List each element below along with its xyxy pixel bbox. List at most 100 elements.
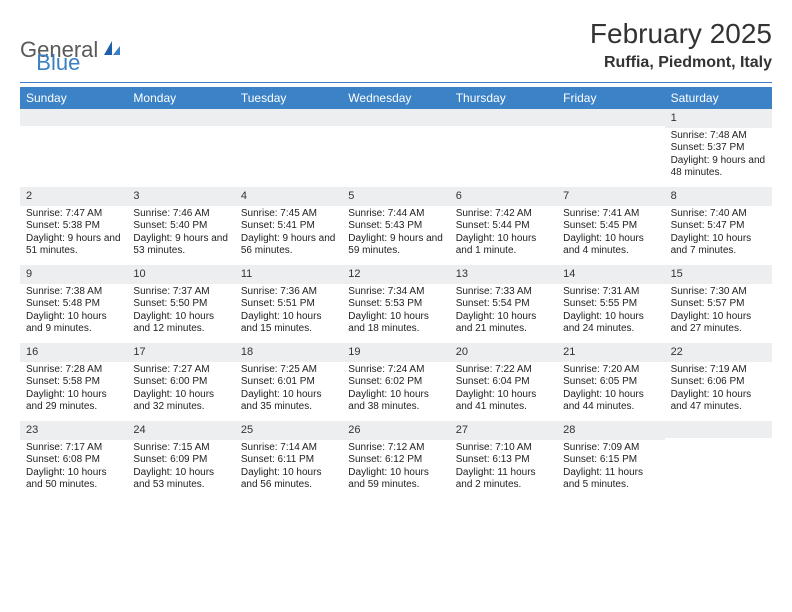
day-header: Friday xyxy=(557,87,664,109)
cell-date-row xyxy=(450,109,557,126)
daylight-line: Daylight: 10 hours and 24 minutes. xyxy=(563,311,658,336)
daylight-line: Daylight: 9 hours and 53 minutes. xyxy=(133,233,228,258)
sunset-line: Sunset: 6:01 PM xyxy=(241,376,336,389)
day-header: Thursday xyxy=(450,87,557,109)
daylight-line: Daylight: 10 hours and 21 minutes. xyxy=(456,311,551,336)
cell-date: 26 xyxy=(348,424,360,436)
sunset-line: Sunset: 6:00 PM xyxy=(133,376,228,389)
calendar-cell: 10Sunrise: 7:37 AMSunset: 5:50 PMDayligh… xyxy=(127,265,234,343)
sunset-line: Sunset: 6:08 PM xyxy=(26,454,121,467)
daylight-line: Daylight: 10 hours and 18 minutes. xyxy=(348,311,443,336)
cell-date-row: 7 xyxy=(557,187,664,206)
daylight-line: Daylight: 10 hours and 1 minute. xyxy=(456,233,551,258)
cell-body: Sunrise: 7:41 AMSunset: 5:45 PMDaylight:… xyxy=(557,206,664,262)
calendar-cell: 9Sunrise: 7:38 AMSunset: 5:48 PMDaylight… xyxy=(20,265,127,343)
sunset-line: Sunset: 5:57 PM xyxy=(671,298,766,311)
cell-date-row: 15 xyxy=(665,265,772,284)
cell-body: Sunrise: 7:24 AMSunset: 6:02 PMDaylight:… xyxy=(342,362,449,418)
cell-body: Sunrise: 7:14 AMSunset: 6:11 PMDaylight:… xyxy=(235,440,342,496)
calendar-cell: 8Sunrise: 7:40 AMSunset: 5:47 PMDaylight… xyxy=(665,187,772,265)
sunrise-line: Sunrise: 7:45 AM xyxy=(241,208,336,221)
calendar-cell: 19Sunrise: 7:24 AMSunset: 6:02 PMDayligh… xyxy=(342,343,449,421)
cell-body: Sunrise: 7:33 AMSunset: 5:54 PMDaylight:… xyxy=(450,284,557,340)
cell-body: Sunrise: 7:31 AMSunset: 5:55 PMDaylight:… xyxy=(557,284,664,340)
calendar-cell: 21Sunrise: 7:20 AMSunset: 6:05 PMDayligh… xyxy=(557,343,664,421)
cell-date-row xyxy=(127,109,234,126)
day-header: Tuesday xyxy=(235,87,342,109)
sunrise-line: Sunrise: 7:31 AM xyxy=(563,286,658,299)
sunset-line: Sunset: 6:09 PM xyxy=(133,454,228,467)
sunrise-line: Sunrise: 7:30 AM xyxy=(671,286,766,299)
cell-body: Sunrise: 7:12 AMSunset: 6:12 PMDaylight:… xyxy=(342,440,449,496)
cell-date: 9 xyxy=(26,268,32,280)
header: General Blue February 2025 Ruffia, Piedm… xyxy=(20,18,772,76)
cell-date: 11 xyxy=(241,268,252,280)
calendar-cell: 6 Sunrise: 7:42 AMSunset: 5:44 PMDaylight… xyxy=(450,187,557,265)
sunset-line: Sunset: 5:58 PM xyxy=(26,376,121,389)
sunset-line: Sunset: 5:38 PM xyxy=(26,220,121,233)
sunrise-line: Sunrise: 7:10 AM xyxy=(456,442,551,455)
sunset-line: Sunset: 5:45 PM xyxy=(563,220,658,233)
title-block: February 2025 Ruffia, Piedmont, Italy xyxy=(590,18,772,72)
calendar-cell: 28Sunrise: 7:09 AMSunset: 6:15 PMDayligh… xyxy=(557,421,664,499)
calendar-cell xyxy=(557,109,664,187)
cell-date-row xyxy=(557,109,664,126)
sunrise-line: Sunrise: 7:27 AM xyxy=(133,364,228,377)
daylight-line: Daylight: 9 hours and 48 minutes. xyxy=(671,155,766,180)
cell-date-row: 1 xyxy=(665,109,772,128)
cell-date: 24 xyxy=(133,424,145,436)
cell-body: Sunrise: 7:17 AMSunset: 6:08 PMDaylight:… xyxy=(20,440,127,496)
cell-date: 28 xyxy=(563,424,575,436)
cell-body: Sunrise: 7:42 AMSunset: 5:44 PMDaylight:… xyxy=(450,206,557,262)
cell-date: 6 xyxy=(456,190,462,202)
cell-date: 14 xyxy=(563,268,575,280)
cell-date: 17 xyxy=(133,346,145,358)
cell-body: Sunrise: 7:27 AMSunset: 6:00 PMDaylight:… xyxy=(127,362,234,418)
calendar-week: 2Sunrise: 7:47 AMSunset: 5:38 PMDaylight… xyxy=(20,187,772,265)
cell-body: Sunrise: 7:46 AMSunset: 5:40 PMDaylight:… xyxy=(127,206,234,262)
cell-date: 23 xyxy=(26,424,38,436)
daylight-line: Daylight: 10 hours and 9 minutes. xyxy=(26,311,121,336)
calendar-cell: 2Sunrise: 7:47 AMSunset: 5:38 PMDaylight… xyxy=(20,187,127,265)
sunrise-line: Sunrise: 7:37 AM xyxy=(133,286,228,299)
cell-body: Sunrise: 7:34 AMSunset: 5:53 PMDaylight:… xyxy=(342,284,449,340)
cell-body xyxy=(127,126,234,132)
sunrise-line: Sunrise: 7:15 AM xyxy=(133,442,228,455)
sunrise-line: Sunrise: 7:17 AM xyxy=(26,442,121,455)
sunrise-line: Sunrise: 7:28 AM xyxy=(26,364,121,377)
cell-date-row: 20 xyxy=(450,343,557,362)
cell-body: Sunrise: 7:22 AMSunset: 6:04 PMDaylight:… xyxy=(450,362,557,418)
cell-date-row: 24 xyxy=(127,421,234,440)
daylight-line: Daylight: 10 hours and 29 minutes. xyxy=(26,389,121,414)
calendar-cell: 7Sunrise: 7:41 AMSunset: 5:45 PMDaylight… xyxy=(557,187,664,265)
daylight-line: Daylight: 10 hours and 35 minutes. xyxy=(241,389,336,414)
calendar-cell: 13Sunrise: 7:33 AMSunset: 5:54 PMDayligh… xyxy=(450,265,557,343)
cell-date: 18 xyxy=(241,346,253,358)
calendar-cell: 26 Sunrise: 7:12 AMSunset: 6:12 PMDayligh… xyxy=(342,421,449,499)
sunset-line: Sunset: 5:51 PM xyxy=(241,298,336,311)
cell-date-row: 13 xyxy=(450,265,557,284)
cell-body: Sunrise: 7:19 AMSunset: 6:06 PMDaylight:… xyxy=(665,362,772,418)
cell-date-row: 27 xyxy=(450,421,557,440)
location: Ruffia, Piedmont, Italy xyxy=(590,54,772,72)
cell-date: 27 xyxy=(456,424,468,436)
logo-text-blue: Blue xyxy=(36,50,80,76)
cell-body xyxy=(557,126,664,132)
daylight-line: Daylight: 10 hours and 38 minutes. xyxy=(348,389,443,414)
sunrise-line: Sunrise: 7:09 AM xyxy=(563,442,658,455)
cell-date: 5 xyxy=(348,190,354,202)
cell-date-row xyxy=(20,109,127,126)
sunrise-line: Sunrise: 7:34 AM xyxy=(348,286,443,299)
calendar-cell: 24Sunrise: 7:15 AMSunset: 6:09 PMDayligh… xyxy=(127,421,234,499)
cell-date-row: 21 xyxy=(557,343,664,362)
sunset-line: Sunset: 5:41 PM xyxy=(241,220,336,233)
sunset-line: Sunset: 6:04 PM xyxy=(456,376,551,389)
cell-date-row: 11 xyxy=(235,265,342,284)
cell-date-row: 9 xyxy=(20,265,127,284)
sunrise-line: Sunrise: 7:20 AM xyxy=(563,364,658,377)
sunrise-line: Sunrise: 7:33 AM xyxy=(456,286,551,299)
sunset-line: Sunset: 5:40 PM xyxy=(133,220,228,233)
sunset-line: Sunset: 6:12 PM xyxy=(348,454,443,467)
sunrise-line: Sunrise: 7:36 AM xyxy=(241,286,336,299)
cell-date: 10 xyxy=(133,268,145,280)
